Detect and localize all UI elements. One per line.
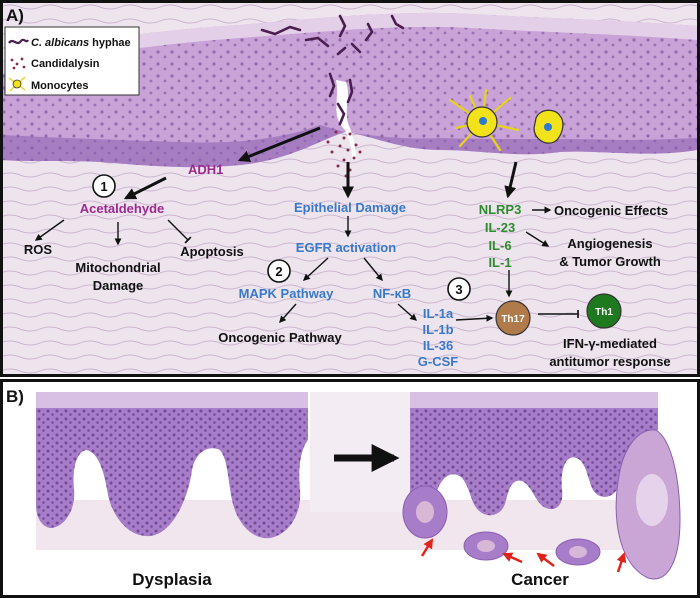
epithelium-nuclei bbox=[3, 12, 697, 168]
cytokine-il1: IL-1 bbox=[488, 255, 511, 270]
mito-label-2: Damage bbox=[93, 278, 144, 293]
ifn-label-1: IFN-γ-mediated bbox=[563, 336, 657, 351]
egfr-label: EGFR activation bbox=[296, 240, 396, 255]
th1-label: Th1 bbox=[595, 307, 613, 318]
svg-text:3: 3 bbox=[455, 282, 462, 297]
angiogenesis-label-1: Angiogenesis bbox=[567, 236, 652, 251]
red-arrow-4 bbox=[616, 552, 627, 573]
cytokine-il6: IL-6 bbox=[488, 238, 511, 253]
red-arrows bbox=[420, 538, 627, 573]
red-arrow-1 bbox=[420, 538, 434, 557]
cytokines-green: NLRP3 IL-23 IL-6 IL-1 bbox=[479, 202, 522, 270]
dysplasia-surface bbox=[36, 392, 308, 408]
hyphae-icon bbox=[8, 38, 29, 45]
arrow-adh1-acetaldehyde bbox=[123, 176, 167, 200]
adh1-label: ADH1 bbox=[188, 162, 223, 177]
hyphae bbox=[260, 14, 405, 126]
th17-label: Th17 bbox=[501, 314, 525, 325]
arrow-mapk bbox=[302, 257, 329, 281]
step-2: 2 bbox=[267, 259, 291, 283]
legend-hyphae-label: C. albicans hyphae bbox=[31, 37, 131, 49]
arrow-ros bbox=[34, 219, 65, 241]
mapk-label: MAPK Pathway bbox=[239, 286, 334, 301]
legend-candidalysin-label: Candidalysin bbox=[31, 58, 100, 70]
cytokine-il1a: IL-1a bbox=[423, 306, 454, 321]
keratin-pearl-core bbox=[636, 474, 668, 526]
red-arrow-2 bbox=[502, 552, 523, 564]
stroma-gap bbox=[310, 392, 410, 512]
ros-label: ROS bbox=[24, 242, 53, 257]
monocyte-1 bbox=[448, 88, 520, 152]
arrows-major bbox=[123, 126, 518, 200]
cancer-surface bbox=[410, 392, 658, 408]
nfkb-label: NF-κB bbox=[373, 286, 411, 301]
nest-1-core bbox=[416, 501, 434, 523]
monocyte-icon bbox=[8, 76, 26, 92]
step-1: 1 bbox=[92, 174, 116, 198]
svg-text:1: 1 bbox=[100, 179, 107, 194]
mito-label-1: Mitochondrial bbox=[75, 260, 160, 275]
arrow-to-th17 bbox=[455, 314, 494, 322]
panel-b-label: B) bbox=[6, 387, 24, 406]
legend-box bbox=[4, 26, 140, 96]
acetaldehyde-label: Acetaldehyde bbox=[80, 201, 165, 216]
dysplasia-label: Dysplasia bbox=[132, 570, 212, 589]
panel-b: B) Dysplas bbox=[0, 379, 700, 598]
arrow-oncogenic-pathway bbox=[279, 303, 297, 324]
nest-3-core bbox=[569, 546, 587, 558]
epithelial-lesion bbox=[336, 80, 356, 160]
panel-a-label: A) bbox=[6, 6, 24, 25]
legend: C. albicans hyphae Candidalysin Monocyte… bbox=[4, 26, 140, 96]
cytokine-il36: IL-36 bbox=[423, 338, 453, 353]
epithelial-damage-label: Epithelial Damage bbox=[294, 200, 406, 215]
monocyte-2 bbox=[533, 109, 564, 144]
arrow-lesion-adh1 bbox=[237, 126, 321, 163]
angiogenesis-label-2: & Tumor Growth bbox=[559, 254, 661, 269]
arrows-minor bbox=[34, 206, 579, 324]
legend-monocytes-label: Monocytes bbox=[31, 80, 88, 92]
cytokine-il23: IL-23 bbox=[485, 220, 515, 235]
cancer-label: Cancer bbox=[511, 570, 569, 589]
cytokine-nlrp3: NLRP3 bbox=[479, 202, 522, 217]
cytokine-gcsf: G-CSF bbox=[418, 354, 459, 369]
invasive-nests bbox=[402, 429, 681, 580]
candidalysin-icon bbox=[10, 57, 26, 70]
cancer-nuclei bbox=[410, 392, 658, 516]
oncogenic-effects-label: Oncogenic Effects bbox=[554, 203, 668, 218]
th1-cell: Th1 bbox=[586, 293, 622, 329]
panel-a: C. albicans hyphae Candidalysin Monocyte… bbox=[0, 0, 700, 377]
apoptosis-label: Apoptosis bbox=[180, 244, 244, 259]
svg-text:2: 2 bbox=[275, 264, 282, 279]
arrow-monocyte-nlrp3 bbox=[504, 161, 518, 199]
oncogenic-pathway-label: Oncogenic Pathway bbox=[218, 330, 342, 345]
ifn-label-2: antitumor response bbox=[549, 354, 670, 369]
dysplasia-nuclei bbox=[36, 392, 308, 539]
red-arrow-3 bbox=[536, 552, 555, 567]
inhibit-apoptosis bbox=[167, 219, 192, 244]
cytokine-il1b: IL-1b bbox=[422, 322, 453, 337]
arrow-cytokines bbox=[397, 303, 418, 321]
arrow-nfkb bbox=[363, 257, 383, 282]
th17-cell: Th17 bbox=[495, 300, 531, 336]
keratin-layer bbox=[3, 12, 697, 74]
arrow-angiogenesis bbox=[525, 231, 550, 247]
basal-layer bbox=[3, 125, 697, 168]
cytokines-blue: IL-1a IL-1b IL-36 G-CSF bbox=[418, 306, 459, 369]
step-3: 3 bbox=[447, 277, 471, 301]
nest-2-core bbox=[477, 540, 495, 552]
